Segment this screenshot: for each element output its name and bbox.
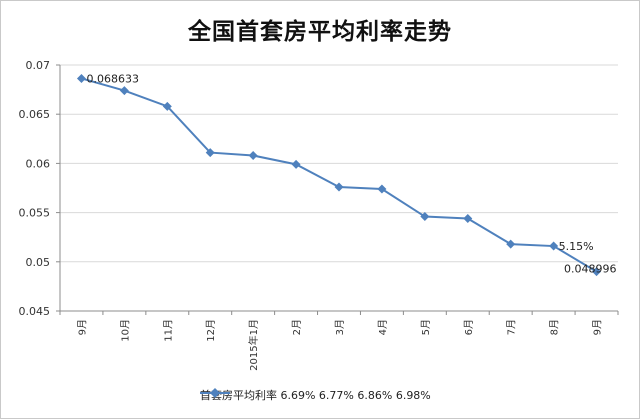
x-tick-label: 12月 — [205, 319, 217, 342]
legend-swatch-icon — [200, 388, 230, 398]
data-label: 0.048996 — [564, 263, 617, 276]
data-point — [248, 151, 258, 161]
x-tick-label: 3月 — [334, 319, 346, 335]
x-tick-label: 2月 — [291, 319, 303, 335]
legend-label: 首套房平均利率 6.69% 6.77% 6.86% 6.98% — [200, 389, 431, 402]
x-tick-label: 4月 — [377, 319, 389, 335]
data-point — [420, 212, 430, 222]
data-point — [592, 267, 602, 277]
data-point — [506, 239, 516, 249]
x-tick-label: 11月 — [162, 319, 174, 342]
data-point — [205, 148, 215, 158]
data-point — [162, 101, 172, 111]
x-tick-label: 9月 — [592, 319, 604, 335]
data-point — [119, 86, 129, 96]
data-label: 5.15% — [559, 240, 594, 253]
x-tick-label: 10月 — [119, 319, 131, 342]
legend: 首套房平均利率 6.69% 6.77% 6.86% 6.98% — [200, 386, 431, 404]
x-tick-label: 7月 — [506, 319, 518, 335]
y-tick-label: 0.07 — [26, 59, 51, 72]
data-point — [76, 73, 86, 83]
y-tick-label: 0.045 — [19, 305, 51, 318]
data-point — [377, 184, 387, 194]
y-tick-label: 0.055 — [19, 207, 51, 220]
data-point — [291, 159, 301, 169]
x-tick-label: 9月 — [76, 319, 88, 335]
data-point — [549, 241, 559, 251]
data-point — [463, 214, 473, 224]
data-point — [334, 182, 344, 192]
x-tick-label: 2015年1月 — [247, 319, 260, 371]
y-tick-label: 0.06 — [26, 157, 51, 170]
series-line — [81, 77, 598, 273]
x-tick-label: 5月 — [420, 319, 432, 335]
chart-title: 全国首套房平均利率走势 — [188, 18, 452, 45]
x-tick-label: 8月 — [549, 319, 561, 335]
y-tick-label: 0.05 — [26, 256, 51, 269]
data-label: 0.068633 — [86, 72, 139, 85]
y-tick-label: 0.065 — [19, 108, 51, 121]
x-tick-label: 6月 — [463, 319, 475, 335]
